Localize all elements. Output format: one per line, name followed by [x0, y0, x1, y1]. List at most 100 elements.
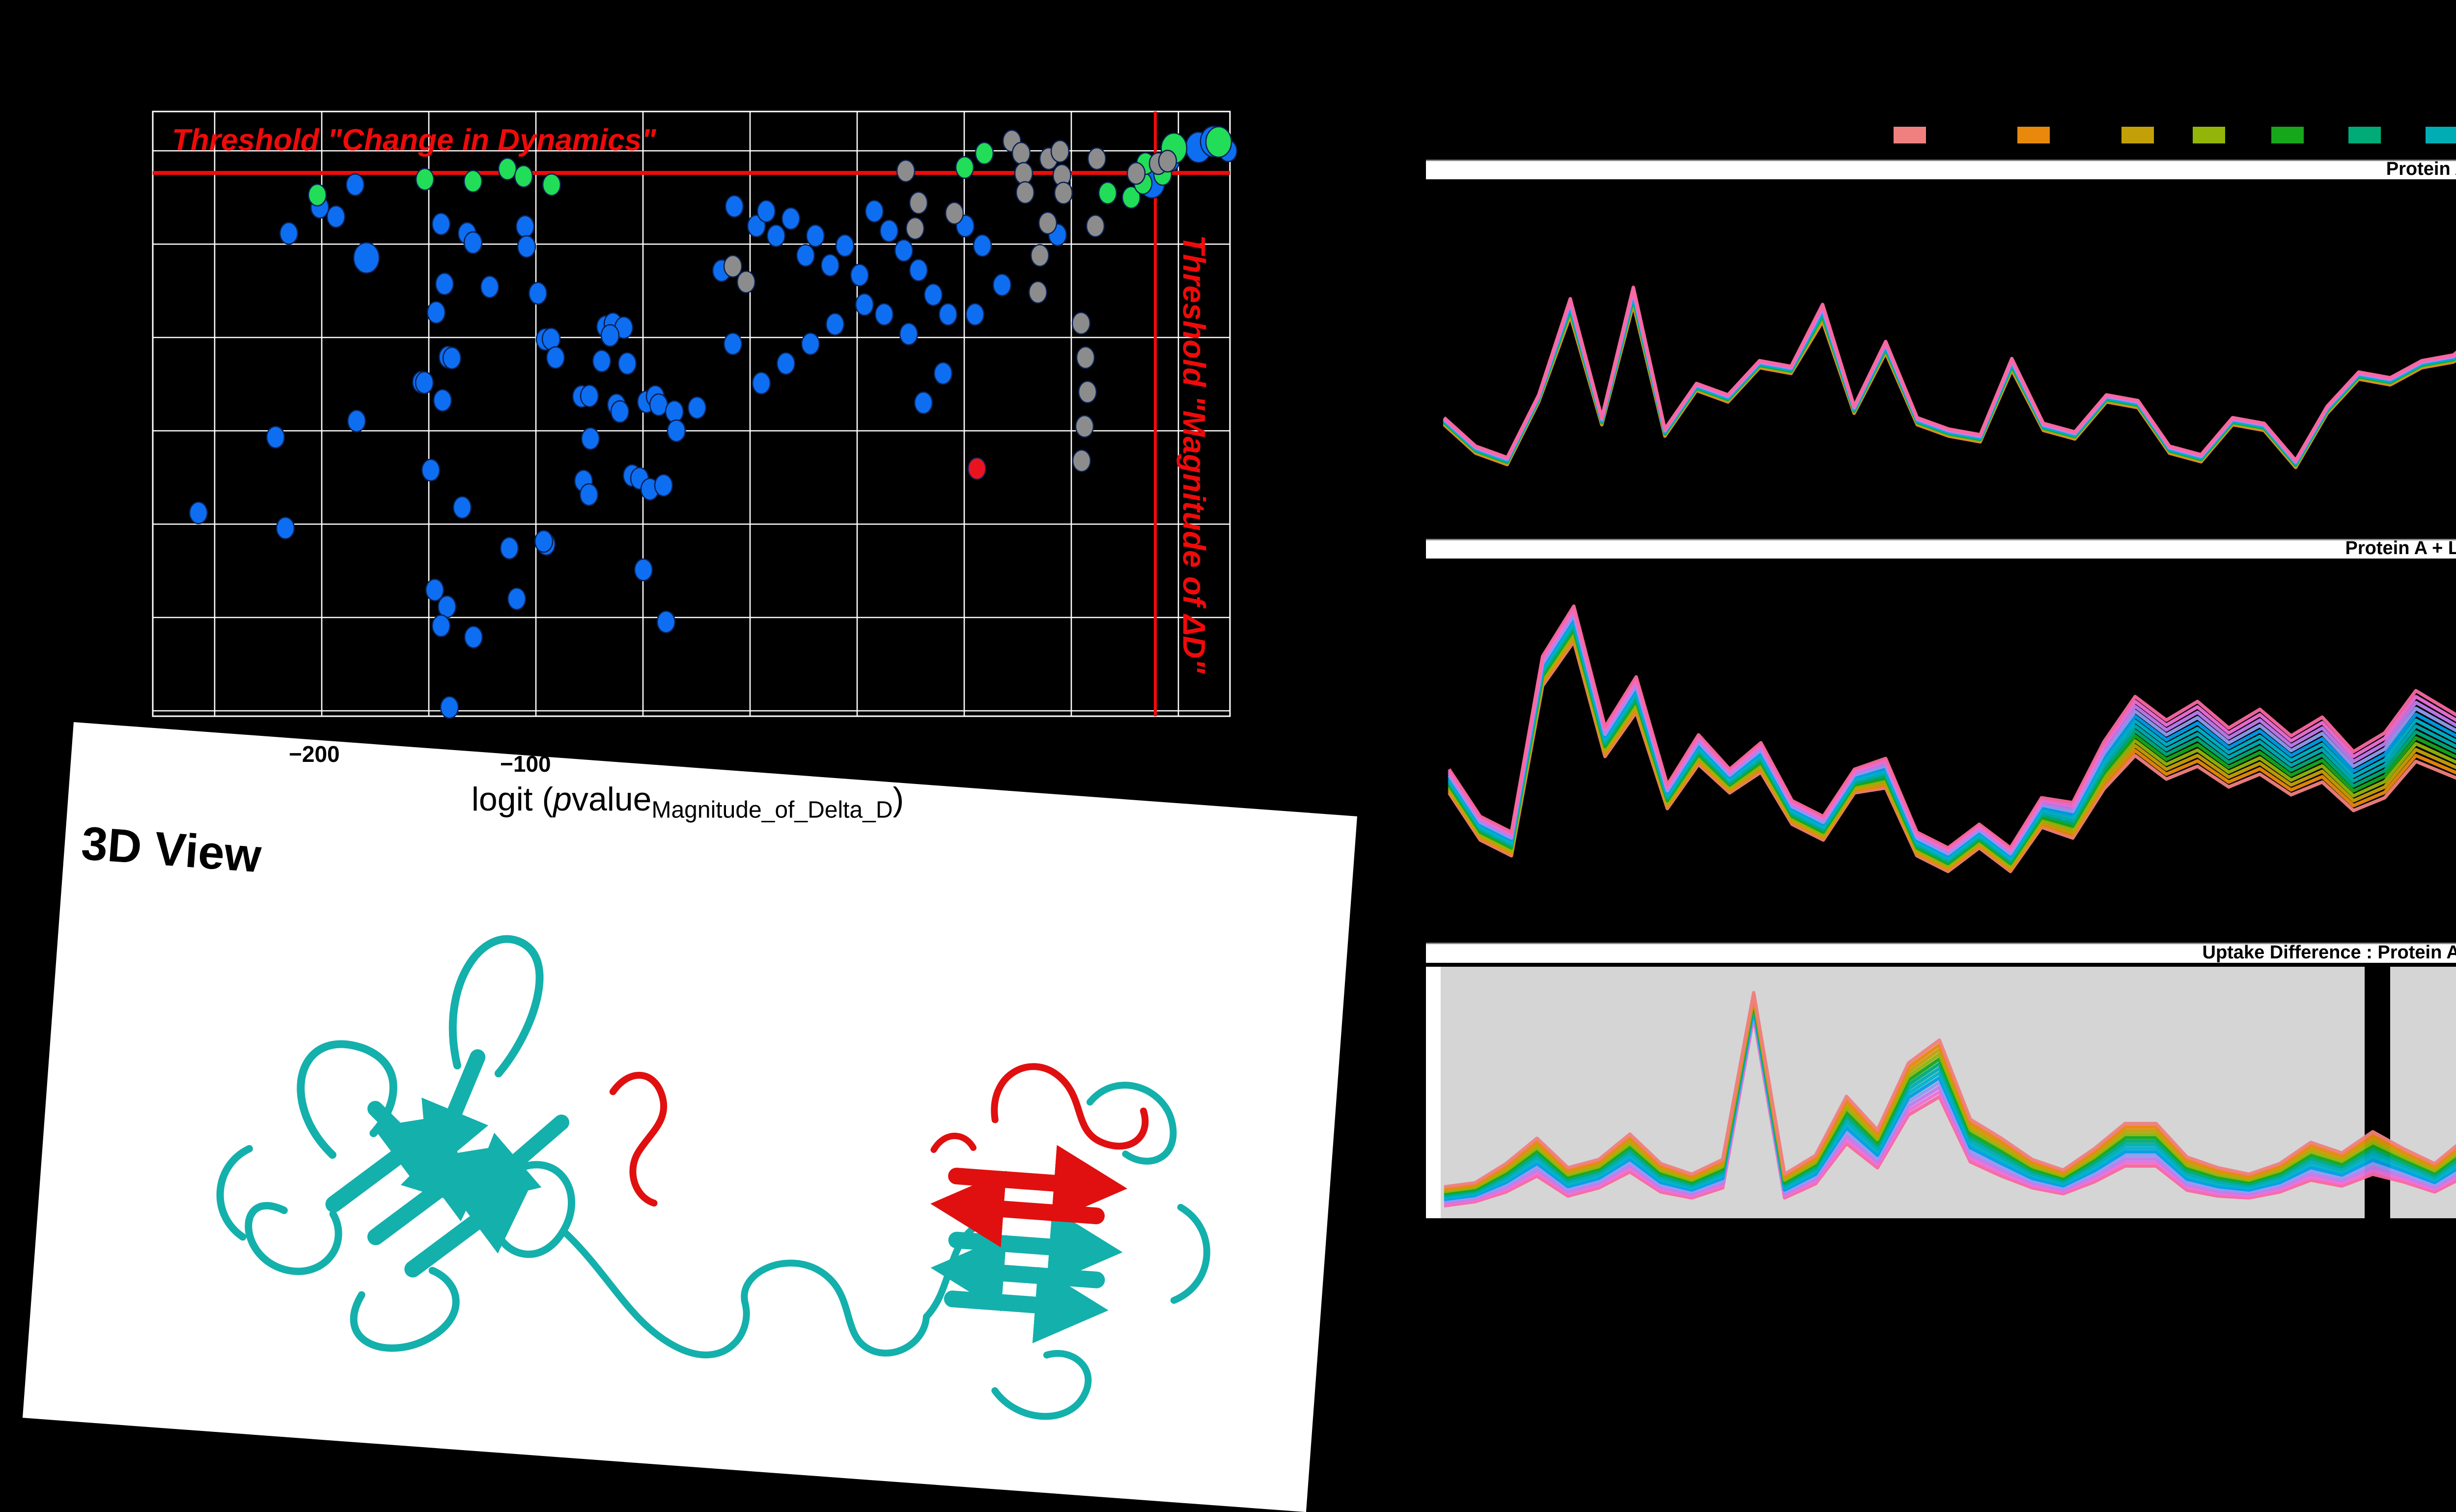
scatter-point[interactable] [801, 332, 820, 356]
scatter-point[interactable] [610, 400, 630, 423]
scatter-point[interactable] [1015, 181, 1035, 204]
scatter-point[interactable] [879, 219, 899, 243]
scatter-point[interactable] [579, 483, 599, 506]
scatter-point[interactable] [546, 346, 565, 369]
uptake-charts[interactable]: Protein A Protein A + Ligand Uptake Differ… [0, 0, 2456, 1277]
scatter-point[interactable] [463, 231, 483, 254]
scatter-point[interactable] [1098, 181, 1117, 205]
legend-swatch[interactable] [2121, 127, 2154, 143]
scatter-point[interactable] [1087, 147, 1107, 170]
scatter-point[interactable] [1126, 162, 1146, 185]
scatter-point[interactable] [600, 324, 620, 347]
scatter-point[interactable] [806, 224, 825, 248]
scatter-point[interactable] [654, 474, 673, 497]
scatter-point[interactable] [1054, 181, 1073, 205]
scatter-point[interactable] [656, 610, 676, 634]
scatter-point[interactable] [266, 425, 285, 449]
scatter-point[interactable] [933, 362, 953, 385]
scatter-point[interactable] [514, 165, 533, 188]
scatter-point[interactable] [850, 263, 869, 287]
scatter-point[interactable] [464, 625, 483, 649]
scatter-point[interactable] [542, 173, 561, 196]
scatter-point[interactable] [776, 352, 796, 375]
scatter-point[interactable] [581, 427, 600, 450]
scatter-point[interactable] [1086, 214, 1105, 238]
scatter-point[interactable] [353, 242, 380, 274]
scatter-point[interactable] [766, 224, 786, 248]
scatter-point[interactable] [463, 169, 483, 193]
scatter-point[interactable] [820, 253, 840, 277]
scatter-point[interactable] [938, 303, 958, 326]
scatter-point[interactable] [955, 156, 975, 179]
scatter-point[interactable] [345, 173, 365, 196]
scatter-point[interactable] [1205, 126, 1232, 158]
legend-swatch[interactable] [2271, 127, 2304, 143]
scatter-point[interactable] [723, 332, 743, 356]
scatter-point[interactable] [687, 396, 707, 420]
scatter-point[interactable] [1078, 380, 1097, 404]
scatter-point[interactable] [723, 254, 743, 278]
scatter-point[interactable] [756, 199, 776, 223]
scatter-point[interactable] [415, 371, 434, 394]
scatter-point[interactable] [781, 207, 801, 230]
scatter-point[interactable] [1028, 280, 1048, 304]
scatter-point[interactable] [945, 201, 964, 225]
scatter-point[interactable] [431, 614, 451, 638]
scatter-point[interactable] [1158, 149, 1177, 173]
legend-swatch[interactable] [2017, 127, 2050, 143]
scatter-point[interactable] [1075, 415, 1094, 438]
scatter-point[interactable] [909, 191, 928, 215]
scatter-point[interactable] [425, 578, 445, 602]
scatter-point[interactable] [855, 293, 874, 316]
scatter-point[interactable] [905, 217, 925, 240]
scatter-point[interactable] [796, 244, 815, 267]
scatter-point[interactable] [507, 587, 527, 611]
scatter-point[interactable] [1121, 186, 1141, 209]
scatter-point[interactable] [442, 346, 462, 370]
scatter-point[interactable] [480, 275, 500, 299]
scatter-point[interactable] [421, 458, 441, 482]
legend-swatch[interactable] [2193, 127, 2225, 143]
scatter-point[interactable] [580, 384, 599, 408]
scatter-point[interactable] [909, 258, 928, 282]
scatter-point[interactable] [426, 301, 446, 324]
scatter-point[interactable] [279, 222, 299, 245]
scatter-point[interactable] [992, 273, 1012, 297]
scatter-point[interactable] [431, 212, 451, 236]
scatter-point[interactable] [500, 536, 519, 560]
scatter-point[interactable] [667, 419, 686, 443]
scatter-point[interactable] [440, 696, 459, 719]
scatter-point[interactable] [1030, 244, 1050, 267]
legend-swatch[interactable] [1894, 127, 1926, 143]
scatter-point[interactable] [965, 303, 985, 326]
legend-swatch[interactable] [2348, 127, 2381, 143]
scatter-point[interactable] [899, 322, 919, 346]
scatter-point[interactable] [1038, 211, 1058, 235]
scatter-point[interactable] [415, 168, 435, 191]
scatter-point[interactable] [307, 183, 327, 207]
scatter-point[interactable] [923, 283, 943, 307]
scatter-point[interactable] [725, 195, 744, 218]
scatter-point[interactable] [894, 239, 914, 262]
scatter-point[interactable] [189, 501, 208, 525]
scatter-point[interactable] [752, 371, 771, 395]
scatter-point[interactable] [973, 234, 992, 257]
scatter-point[interactable] [517, 235, 536, 258]
scatter-point[interactable] [874, 303, 894, 326]
scatter-point[interactable] [1071, 311, 1091, 335]
scatter-point[interactable] [326, 205, 346, 228]
scatter-point[interactable] [967, 457, 987, 480]
scatter-point[interactable] [534, 530, 554, 553]
scatter-point[interactable] [896, 159, 916, 183]
scatter-point[interactable] [1076, 346, 1095, 369]
scatter-point[interactable] [865, 199, 884, 223]
scatter-point[interactable] [975, 141, 994, 165]
scatter-point[interactable] [914, 391, 933, 415]
legend-swatch[interactable] [2426, 127, 2456, 143]
scatter-point[interactable] [1050, 140, 1070, 163]
scatter-point[interactable] [736, 270, 756, 294]
scatter-point[interactable] [347, 409, 366, 433]
scatter-point[interactable] [433, 389, 452, 412]
scatter-point[interactable] [617, 352, 637, 375]
volcano-plot[interactable] [0, 0, 1335, 786]
